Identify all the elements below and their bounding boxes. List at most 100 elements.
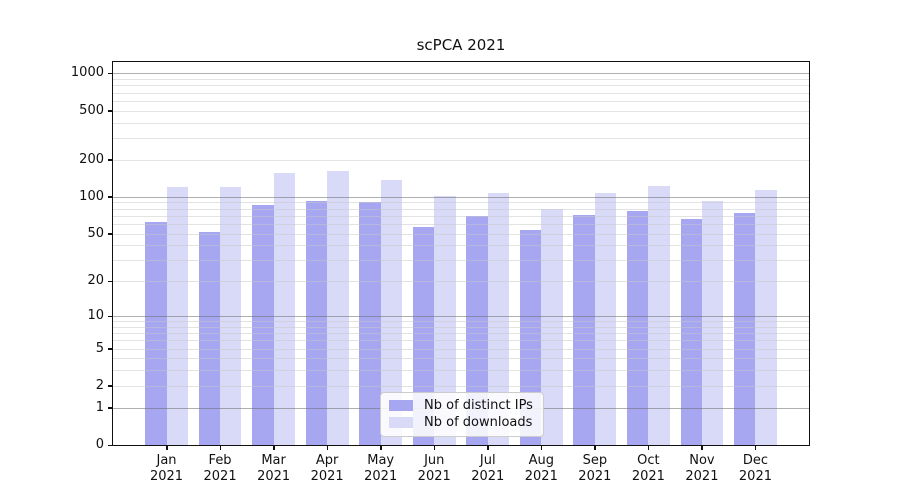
y-tick-mark <box>108 385 112 387</box>
minor-gridline <box>113 79 809 81</box>
y-tick-label: 100 <box>79 188 104 204</box>
x-tick-label-may: May 2021 <box>364 453 398 484</box>
y-tick-mark <box>108 110 112 112</box>
gridlines-layer <box>113 62 809 445</box>
legend-swatch-downloads <box>389 417 413 428</box>
legend-item-distinct-ips: Nb of distinct IPs <box>389 397 533 414</box>
x-tick-label-feb: Feb 2021 <box>203 453 237 484</box>
bar-downloads-dec <box>755 190 777 445</box>
x-tick-label-nov: Nov 2021 <box>685 453 719 484</box>
minor-gridline <box>113 215 809 217</box>
bar-downloads-nov <box>701 201 724 445</box>
bar-distinct-ips-mar <box>252 205 274 445</box>
x-tick-label-jun: Jun 2021 <box>417 453 451 484</box>
minor-gridline <box>113 385 809 387</box>
bar-distinct-ips-apr <box>305 200 328 445</box>
x-tick-label-dec: Dec 2021 <box>738 453 772 484</box>
minor-gridline <box>113 85 809 87</box>
major-gridline <box>113 73 809 75</box>
minor-gridline <box>113 333 809 335</box>
chart-title: scPCA 2021 <box>416 36 506 54</box>
minor-gridline <box>113 138 809 140</box>
bar-downloads-jul <box>487 193 510 445</box>
x-tick-mark <box>647 446 650 450</box>
y-tick-label: 500 <box>79 102 104 118</box>
x-tick-mark <box>701 446 703 450</box>
bar-downloads-sep <box>594 192 617 445</box>
y-tick-label: 5 <box>95 340 104 356</box>
legend-label-downloads: Nb of downloads <box>424 415 533 430</box>
minor-gridline <box>113 92 809 94</box>
y-tick-mark <box>108 444 112 446</box>
x-tick-label-apr: Apr 2021 <box>310 453 344 484</box>
y-tick-label: 1000 <box>70 65 104 81</box>
x-tick-mark <box>433 446 436 450</box>
y-tick-mark <box>108 315 112 318</box>
x-tick-mark <box>540 446 543 450</box>
y-tick-label: 20 <box>87 273 104 289</box>
y-tick-mark <box>108 233 112 235</box>
y-tick-mark <box>108 407 112 409</box>
bars-layer <box>113 62 809 445</box>
bar-distinct-ips-sep <box>573 214 595 445</box>
y-tick-mark <box>108 348 112 350</box>
bar-distinct-ips-aug <box>519 230 542 445</box>
minor-gridline <box>113 110 809 112</box>
major-gridline <box>113 196 809 198</box>
minor-gridline <box>113 122 809 124</box>
minor-gridline <box>113 159 809 161</box>
y-tick-mark <box>108 280 112 283</box>
bar-distinct-ips-may <box>359 202 381 445</box>
minor-gridline <box>113 223 809 225</box>
bar-distinct-ips-feb <box>198 232 221 445</box>
legend: Nb of distinct IPs Nb of downloads <box>380 392 544 437</box>
minor-gridline <box>113 340 809 342</box>
y-tick-mark <box>108 159 112 161</box>
x-tick-label-jul: Jul 2021 <box>471 453 505 484</box>
bar-distinct-ips-dec <box>734 212 756 445</box>
bar-distinct-ips-jul <box>466 216 488 445</box>
y-tick-label: 50 <box>87 225 104 241</box>
x-tick-mark <box>487 446 489 450</box>
plot-area <box>112 61 810 446</box>
x-tick-label-aug: Aug 2021 <box>524 453 558 484</box>
legend-swatch-distinct-ips <box>389 400 413 411</box>
minor-gridline <box>113 281 809 283</box>
minor-gridline <box>113 348 809 350</box>
x-tick-label-oct: Oct 2021 <box>631 453 665 484</box>
x-tick-mark <box>166 446 168 450</box>
x-tick-mark <box>754 446 757 450</box>
minor-gridline <box>113 260 809 262</box>
y-tick-label: 10 <box>87 308 104 324</box>
bar-downloads-apr <box>327 171 349 445</box>
bar-downloads-feb <box>220 186 242 445</box>
minor-gridline <box>113 321 809 323</box>
bar-downloads-oct <box>648 186 670 445</box>
minor-gridline <box>113 326 809 328</box>
minor-gridline <box>113 370 809 372</box>
y-tick-label: 0 <box>95 437 104 452</box>
x-tick-mark <box>219 446 222 450</box>
minor-gridline <box>113 100 809 102</box>
minor-gridline <box>113 202 809 204</box>
bar-distinct-ips-nov <box>680 218 702 445</box>
x-tick-mark <box>380 446 382 450</box>
y-tick-label: 200 <box>79 151 104 167</box>
x-tick-mark <box>273 446 275 450</box>
y-tick-label: 1 <box>95 399 104 415</box>
legend-item-downloads: Nb of downloads <box>389 414 533 431</box>
bar-downloads-mar <box>273 173 296 445</box>
y-tick-mark <box>108 72 112 75</box>
x-tick-mark <box>594 446 596 450</box>
bar-distinct-ips-jun <box>412 226 435 445</box>
minor-gridline <box>113 358 809 360</box>
x-tick-label-jan: Jan 2021 <box>149 453 184 484</box>
y-tick-mark <box>108 196 112 198</box>
x-tick-mark <box>326 446 329 450</box>
y-tick-label: 2 <box>95 377 104 393</box>
bar-downloads-jun <box>434 196 456 445</box>
minor-gridline <box>113 208 809 210</box>
x-tick-label-sep: Sep 2021 <box>578 453 612 484</box>
legend-label-distinct-ips: Nb of distinct IPs <box>424 398 533 413</box>
